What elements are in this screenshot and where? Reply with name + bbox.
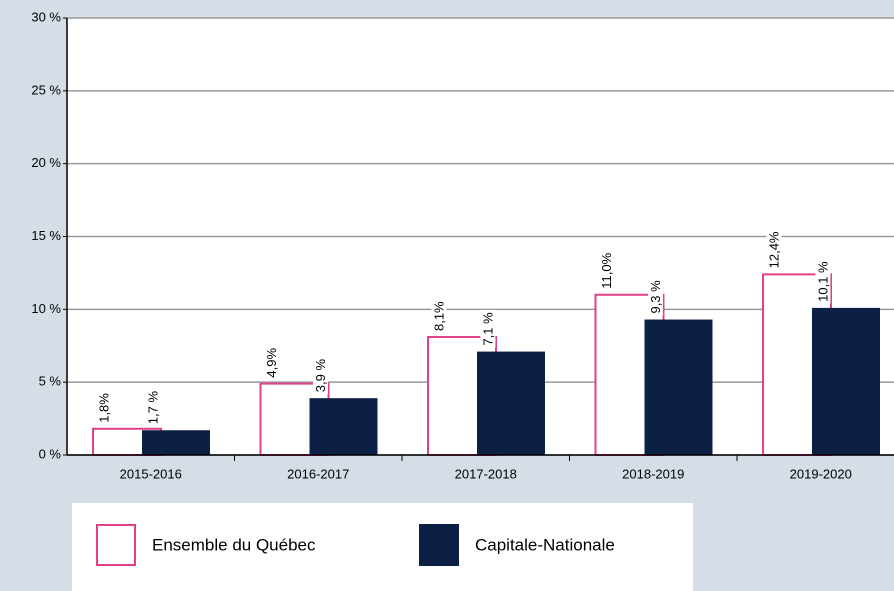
value-label: 1,8% xyxy=(96,393,111,423)
bar xyxy=(477,351,545,455)
y-tick-label: 10 % xyxy=(31,301,61,316)
value-label: 3,9 % xyxy=(313,359,328,393)
bar xyxy=(644,319,713,455)
x-tick-label: 2017-2018 xyxy=(455,466,517,481)
value-label-bg xyxy=(431,298,447,334)
x-tick-label: 2019-2020 xyxy=(790,466,852,481)
y-tick-label: 5 % xyxy=(39,374,62,389)
value-label: 10,1 % xyxy=(815,261,830,302)
value-label: 7,1 % xyxy=(480,312,495,346)
value-label: 9,3 % xyxy=(648,280,663,314)
legend-swatch xyxy=(419,524,459,566)
axes: 0 % 5 % 10 % 15 % 20 % 25 % 30 % 2015-2016 2016-… xyxy=(31,9,894,481)
legend-swatch xyxy=(96,524,136,566)
legend xyxy=(72,503,693,591)
x-tick-label: 2015-2016 xyxy=(120,466,182,481)
value-label-bg xyxy=(480,309,496,348)
value-label-bg xyxy=(263,345,279,380)
x-tick-label: 2016-2017 xyxy=(287,466,349,481)
y-tick-label: 15 % xyxy=(31,228,61,243)
value-label: 11,0% xyxy=(599,252,614,288)
value-label-bg xyxy=(145,388,161,427)
y-tick-label: 0 % xyxy=(39,446,62,461)
bar xyxy=(812,307,880,455)
value-label-bg xyxy=(96,390,112,425)
y-tick-label: 20 % xyxy=(31,155,61,170)
value-label-bg xyxy=(647,277,663,316)
y-tick-label: 30 % xyxy=(31,9,61,24)
value-label: 4,9% xyxy=(264,348,279,378)
bar xyxy=(309,398,378,455)
legend-label: Capitale-Nationale xyxy=(475,535,615,554)
value-label: 8,1% xyxy=(431,301,446,331)
value-label-bg xyxy=(598,250,614,291)
labels: 1,8% 1,7 % 4,9% 3,9 % 8,1% 7,1 % 11,0% 9,3 % 12,… xyxy=(96,229,831,427)
value-label-bg xyxy=(815,258,831,304)
value-label-bg xyxy=(312,356,328,395)
x-tick-label: 2018-2019 xyxy=(622,466,684,481)
value-label-bg xyxy=(766,229,782,271)
y-tick-label: 25 % xyxy=(31,82,61,97)
value-label: 1,7 % xyxy=(145,391,160,425)
value-label: 12,4% xyxy=(766,231,781,268)
bars xyxy=(92,273,880,457)
bar xyxy=(142,430,210,455)
legend-label: Ensemble du Québec xyxy=(152,535,316,554)
